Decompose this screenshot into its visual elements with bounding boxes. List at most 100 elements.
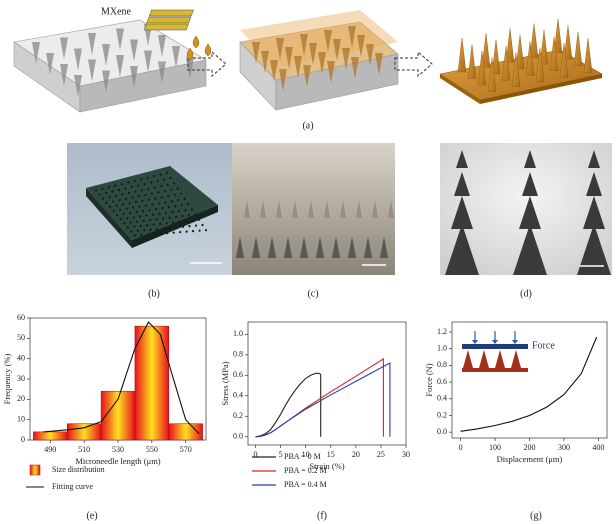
legend-label: PBA = 0.2 M — [284, 466, 327, 475]
needle-dot — [172, 231, 175, 234]
needle-dot — [180, 192, 183, 195]
needle — [456, 150, 468, 168]
needle — [457, 37, 467, 73]
hole — [130, 39, 138, 62]
needle — [559, 43, 569, 78]
y-tick-label: 0.4 — [437, 394, 447, 403]
x-tick-label: 10 — [302, 450, 310, 459]
chart: 0 10 20 30 40 50 60 Microneedle length (μm) Freq… — [2, 313, 207, 491]
hole — [144, 50, 152, 73]
needle-dot — [127, 191, 131, 195]
needle-dot — [137, 184, 140, 187]
filled-hole — [342, 48, 350, 70]
x-tick-label: 20 — [352, 450, 360, 459]
needle — [364, 236, 372, 258]
needle — [316, 236, 324, 258]
needle-dot — [133, 225, 136, 228]
needle-dot — [119, 218, 122, 221]
needle — [372, 200, 378, 218]
needle-dot — [166, 183, 169, 186]
needle — [340, 200, 346, 218]
needle-dot — [136, 220, 139, 223]
x-axis-title: Microneedle length (μm) — [75, 456, 160, 466]
x-tick-label: 300 — [558, 443, 570, 452]
needle — [491, 39, 501, 74]
needle — [539, 30, 549, 65]
legend-label: PBA = 0 M — [284, 452, 321, 461]
needle — [388, 200, 394, 218]
panel-label: (g) — [530, 510, 542, 521]
inset-label: Force — [532, 340, 555, 351]
needle-dot — [130, 230, 133, 233]
needle-dot — [204, 229, 208, 232]
filled-hole — [375, 53, 383, 75]
filled-hole — [327, 61, 335, 83]
x-tick-label: 550 — [146, 445, 158, 454]
needle — [549, 36, 559, 71]
y-axis-title: Force (N) — [424, 363, 434, 396]
needle-dot — [129, 221, 132, 224]
hole — [130, 66, 138, 88]
needle — [511, 52, 521, 87]
needle-dot — [179, 231, 182, 234]
needle-dot — [191, 230, 195, 233]
y-tick-label: 60 — [17, 313, 25, 322]
needle-dot — [125, 207, 128, 210]
needle-dot — [173, 193, 176, 197]
needle — [467, 44, 477, 79]
inset: Force — [462, 331, 555, 372]
needle-dot — [185, 230, 188, 233]
needle-dot — [149, 228, 152, 231]
needle — [519, 196, 541, 229]
needle-dot — [105, 201, 108, 204]
needle-dot — [136, 229, 139, 232]
needle — [525, 41, 535, 76]
needle — [524, 150, 536, 168]
needle — [487, 57, 497, 92]
needle-dot — [162, 227, 165, 230]
needle-dot — [155, 218, 158, 221]
needle-dot — [126, 226, 129, 229]
filled-hole — [261, 51, 269, 73]
x-tick-label: 0 — [254, 450, 258, 459]
y-tick-label: 30 — [17, 374, 25, 383]
needle-dot — [140, 233, 143, 237]
y-tick-label: 50 — [17, 333, 25, 342]
needle-dot — [187, 203, 190, 206]
needle-dot — [116, 213, 119, 217]
needle — [292, 200, 298, 218]
needle-dot — [133, 234, 137, 237]
needle-dot — [121, 193, 124, 196]
needle-dot — [168, 216, 171, 219]
needle-dot — [152, 223, 155, 226]
needle-dot — [143, 229, 146, 232]
inset-arrowhead — [492, 340, 498, 344]
needle-dot — [170, 188, 173, 191]
needle-dot — [158, 212, 161, 215]
data-line — [255, 372, 322, 438]
needle-dot — [194, 224, 198, 227]
x-tick-label: 0 — [459, 443, 463, 452]
needle — [260, 200, 266, 218]
filled-hole — [276, 38, 284, 60]
needle-dot — [101, 187, 104, 190]
panel-label: (c) — [307, 288, 318, 299]
needle — [529, 23, 539, 58]
panel-label: (d) — [520, 288, 532, 299]
needle — [276, 200, 282, 218]
bar — [66, 423, 102, 441]
needle-dot — [197, 218, 201, 221]
needle-dot — [111, 200, 115, 203]
needle-dot — [101, 197, 105, 200]
needle-dot — [114, 194, 118, 197]
needle — [522, 172, 538, 196]
needle-dot — [164, 211, 168, 214]
needle-dot — [118, 199, 121, 202]
hole — [46, 53, 54, 75]
y-tick-label: 0.8 — [233, 350, 243, 359]
needle-dot — [115, 204, 118, 207]
needle — [445, 224, 479, 275]
needle-dot — [171, 210, 174, 214]
needle-dot — [111, 190, 114, 193]
needle-dot — [153, 174, 156, 178]
